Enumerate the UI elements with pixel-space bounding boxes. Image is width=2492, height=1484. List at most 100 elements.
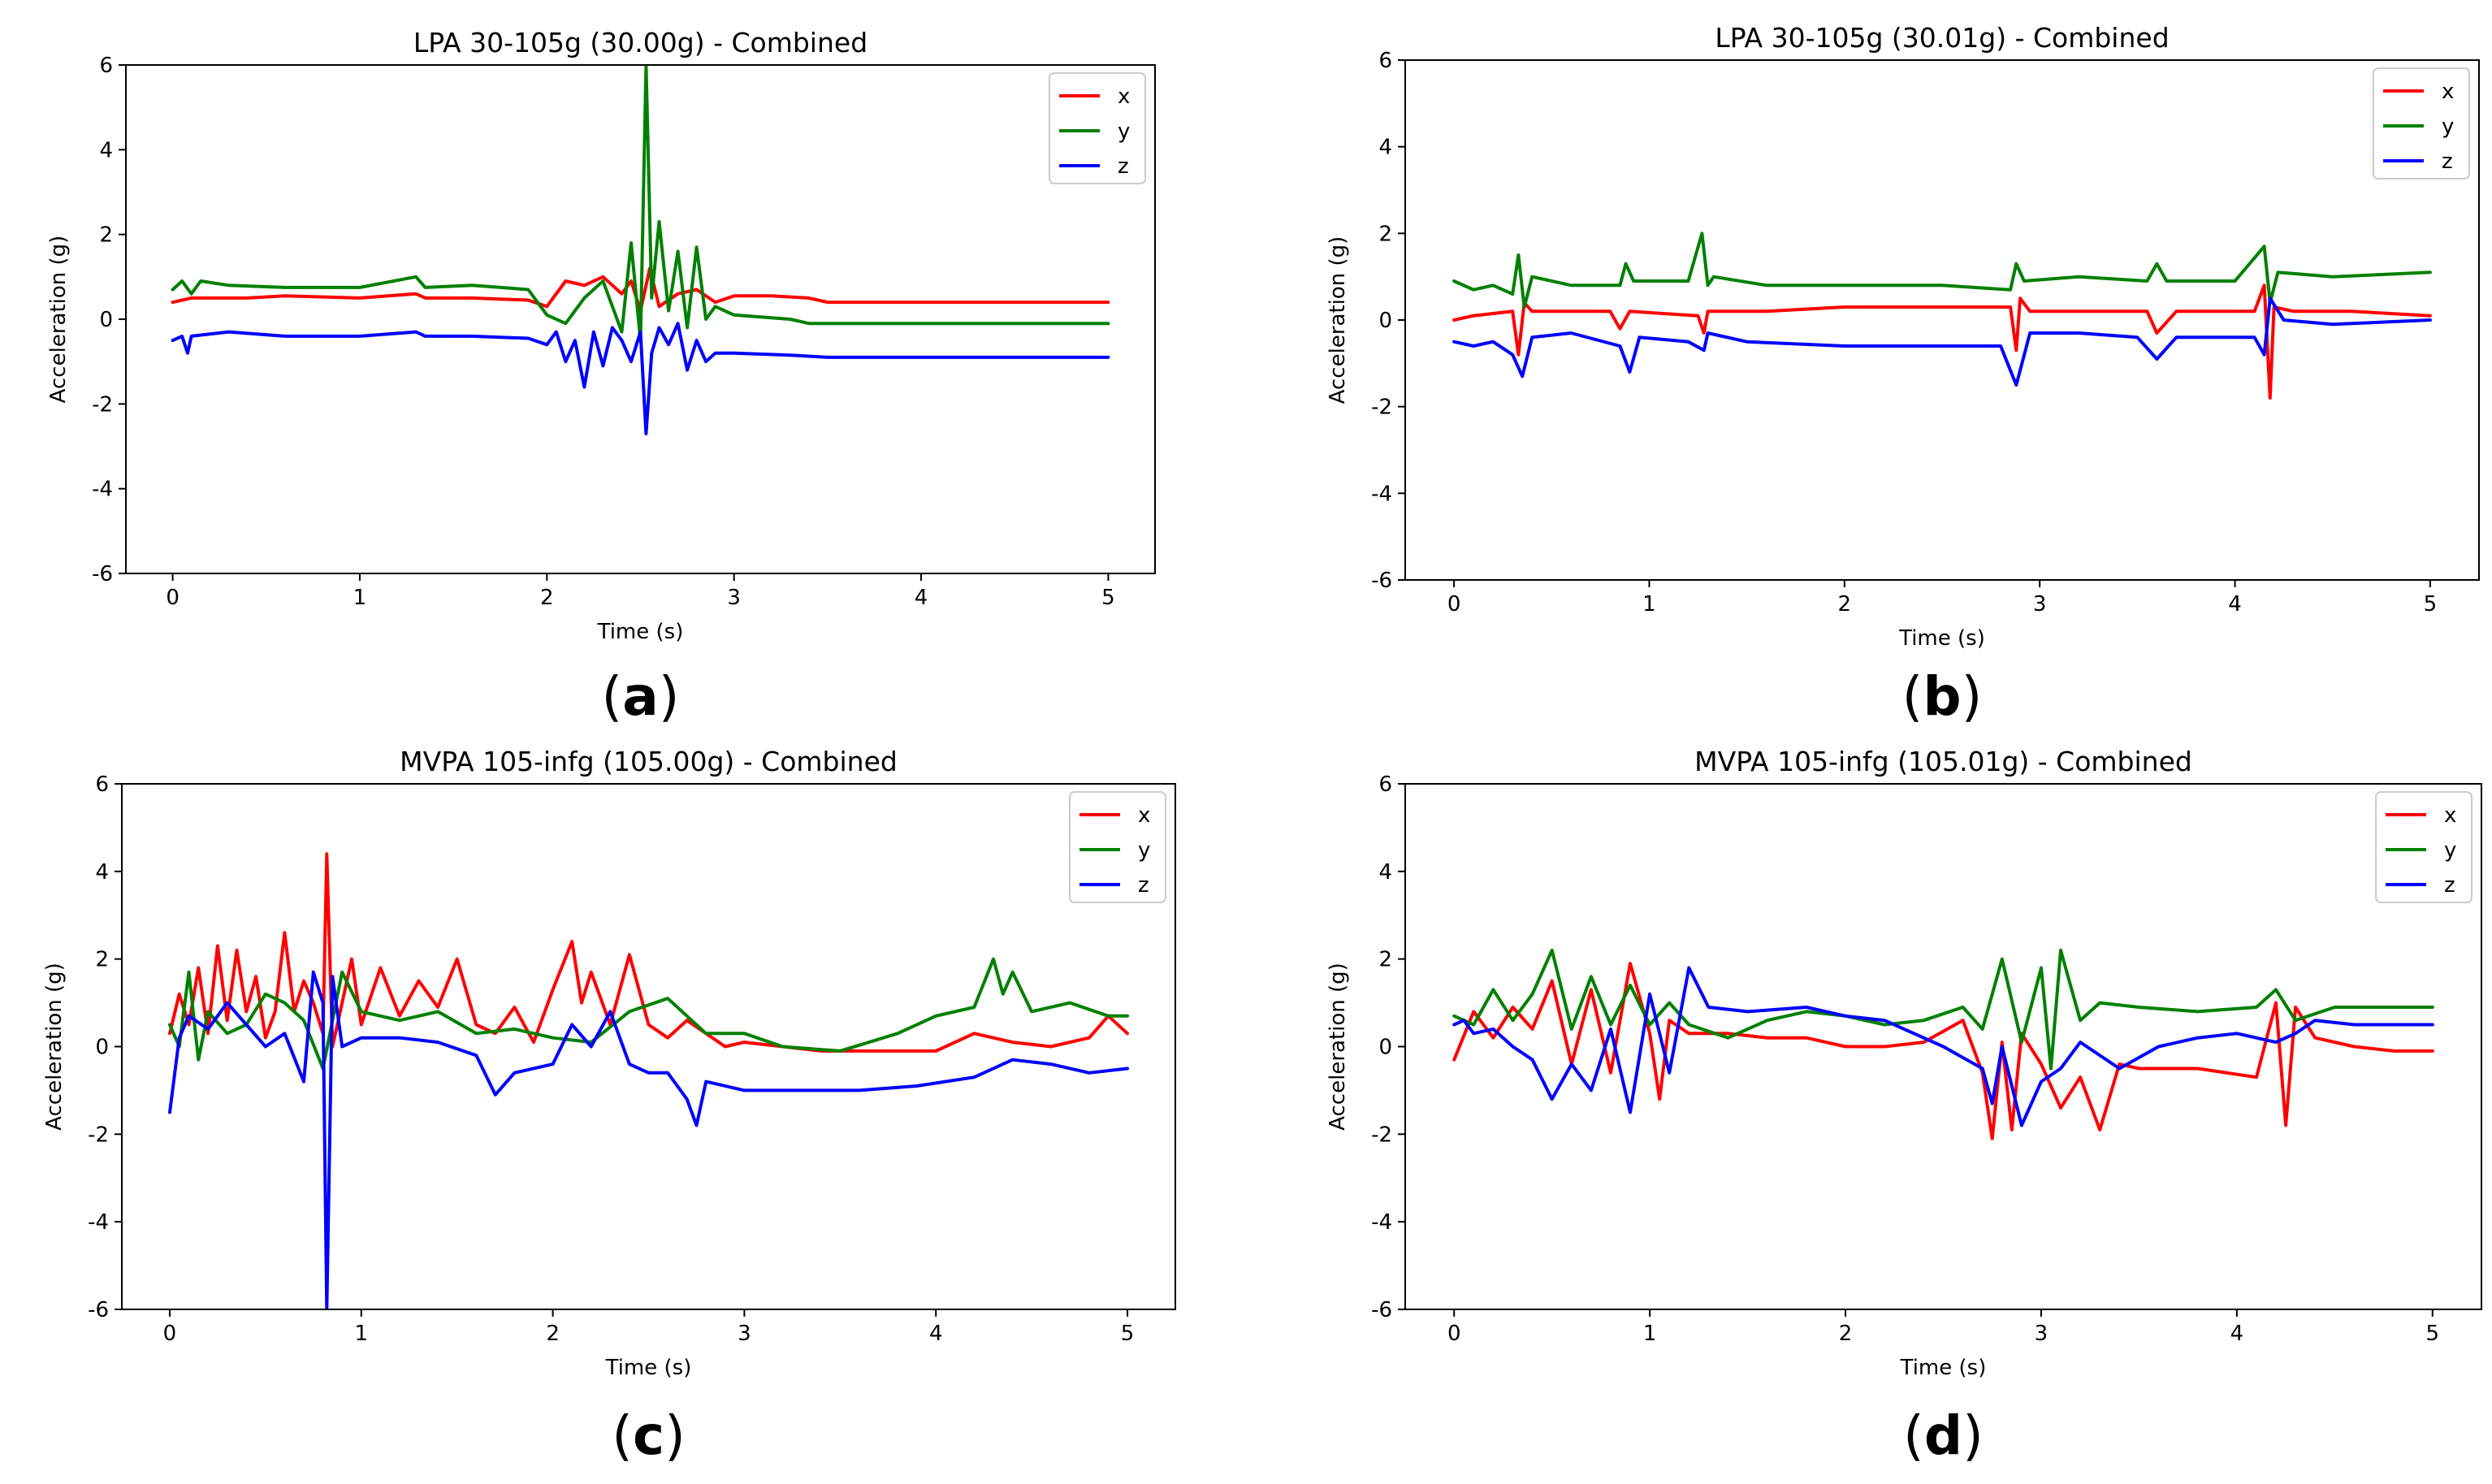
y-tick-label: 6 xyxy=(1378,772,1392,797)
series-group xyxy=(1452,948,2434,1140)
caption-paren-close: ) xyxy=(1962,1404,1984,1467)
series-line-x xyxy=(1452,962,2434,1140)
x-tick-label: 4 xyxy=(2230,1322,2244,1346)
y-tick-label: -6 xyxy=(1371,569,1392,593)
panel-c: MVPA 105-infg (105.00g) - Combined 0 1 2 3 4 5… xyxy=(42,746,1176,1467)
legend: xyz xyxy=(1069,791,1166,903)
series-line-y xyxy=(171,65,1110,343)
caption-paren-open: ( xyxy=(612,1404,633,1467)
series-group xyxy=(1452,231,2432,400)
series-line-x xyxy=(1452,283,2432,400)
panel-caption: (b) xyxy=(1902,665,1983,728)
x-tick-label: 1 xyxy=(354,1322,368,1346)
legend-box xyxy=(2375,791,2473,903)
caption-paren-open: ( xyxy=(1903,1404,1924,1467)
x-tick-label: 0 xyxy=(166,586,180,610)
panel-d: MVPA 105-infg (105.01g) - Combined 0 1 2 3 4 5… xyxy=(1326,746,2482,1467)
legend-label-z: z xyxy=(2442,149,2453,174)
y-tick-label: 6 xyxy=(95,772,109,797)
chart-title: LPA 30-105g (30.01g) - Combined xyxy=(1715,22,2169,54)
y-tick-label: -6 xyxy=(1371,1298,1392,1322)
series-group xyxy=(168,852,1129,1309)
y-tick-label: -2 xyxy=(88,1123,109,1147)
series-line-y xyxy=(1452,231,2432,309)
legend: xyz xyxy=(2375,791,2473,903)
panel-caption: (a) xyxy=(601,665,679,728)
y-tick-label: -4 xyxy=(92,478,113,502)
legend-label-y: y xyxy=(1138,838,1150,863)
x-tick-label: 5 xyxy=(1121,1322,1135,1346)
caption-letter: d xyxy=(1924,1404,1962,1467)
y-tick-label: -2 xyxy=(1371,396,1392,420)
x-tick-label: 3 xyxy=(727,586,741,610)
chart-title: MVPA 105-infg (105.01g) - Combined xyxy=(1694,746,2192,777)
x-tick-label: 5 xyxy=(1101,586,1115,610)
caption-letter: c xyxy=(633,1404,664,1467)
y-tick-label: 0 xyxy=(95,1036,109,1060)
x-tick-label: 3 xyxy=(2035,1322,2049,1346)
y-tick-label: -2 xyxy=(1371,1123,1392,1147)
series-line-z xyxy=(1452,296,2432,387)
legend-label-x: x xyxy=(2444,803,2456,828)
y-tick-label: 6 xyxy=(1378,49,1392,73)
x-axis-label: Time (s) xyxy=(597,620,684,644)
legend-box xyxy=(2373,67,2470,180)
x-tick-label: 3 xyxy=(738,1322,751,1346)
x-tick-label: 5 xyxy=(2425,1322,2439,1346)
y-tick-label: 2 xyxy=(99,223,113,248)
y-axis-label: Acceleration (g) xyxy=(1326,963,1350,1131)
x-tick-label: 1 xyxy=(353,586,367,610)
series-line-x xyxy=(168,852,1129,1053)
chart-title: MVPA 105-infg (105.00g) - Combined xyxy=(400,746,898,777)
y-tick-label: -2 xyxy=(92,392,113,417)
x-tick-label: 0 xyxy=(163,1322,177,1346)
caption-paren-open: ( xyxy=(601,665,622,728)
y-tick-label: 4 xyxy=(1378,136,1392,160)
y-axis-label: Acceleration (g) xyxy=(46,236,71,404)
x-tick-label: 0 xyxy=(1447,592,1461,617)
legend: xyz xyxy=(1049,72,1146,184)
axes-frame xyxy=(121,783,1176,1310)
legend-label-y: y xyxy=(2444,838,2456,863)
legend-box xyxy=(1049,72,1146,184)
y-tick-label: 0 xyxy=(1378,1036,1392,1060)
x-tick-label: 2 xyxy=(546,1322,560,1346)
series-group xyxy=(171,65,1110,435)
axes-frame xyxy=(1404,59,2480,581)
y-tick-label: 2 xyxy=(95,948,109,972)
series-line-x xyxy=(171,266,1110,313)
x-tick-label: 2 xyxy=(1838,592,1852,617)
legend-label-y: y xyxy=(2442,115,2454,139)
legend-label-z: z xyxy=(1138,873,1149,898)
legend: xyz xyxy=(2373,67,2470,180)
x-tick-label: 2 xyxy=(1839,1322,1853,1346)
caption-paren-open: ( xyxy=(1902,665,1923,728)
caption-letter: a xyxy=(622,665,659,728)
series-line-z xyxy=(171,322,1110,435)
panel-b: LPA 30-105g (30.01g) - Combined 0 1 2 3 4 5 -6 -… xyxy=(1326,22,2480,728)
x-axis-label: Time (s) xyxy=(605,1356,692,1380)
y-axis-label: Acceleration (g) xyxy=(42,963,67,1131)
legend-label-x: x xyxy=(1118,84,1130,109)
y-tick-label: -6 xyxy=(88,1298,109,1322)
series-line-z xyxy=(1452,966,2434,1127)
x-axis-label: Time (s) xyxy=(1900,1356,1987,1380)
chart-title: LPA 30-105g (30.00g) - Combined xyxy=(413,27,867,58)
series-line-y xyxy=(1452,948,2434,1071)
caption-paren-close: ) xyxy=(1962,665,1983,728)
legend-box xyxy=(1069,791,1166,903)
legend-label-x: x xyxy=(2442,80,2454,104)
y-tick-label: 2 xyxy=(1378,222,1392,246)
x-tick-label: 4 xyxy=(2228,592,2242,617)
panel-caption: (d) xyxy=(1903,1404,1984,1467)
legend-label-y: y xyxy=(1118,119,1130,144)
y-tick-label: 4 xyxy=(1378,860,1392,885)
x-tick-label: 4 xyxy=(915,586,928,610)
caption-paren-close: ) xyxy=(664,1404,686,1467)
y-tick-label: -6 xyxy=(92,562,113,586)
legend-label-z: z xyxy=(1118,154,1129,179)
y-tick-label: 6 xyxy=(99,54,113,78)
legend-label-x: x xyxy=(1138,803,1150,828)
x-tick-label: 1 xyxy=(1642,592,1656,617)
